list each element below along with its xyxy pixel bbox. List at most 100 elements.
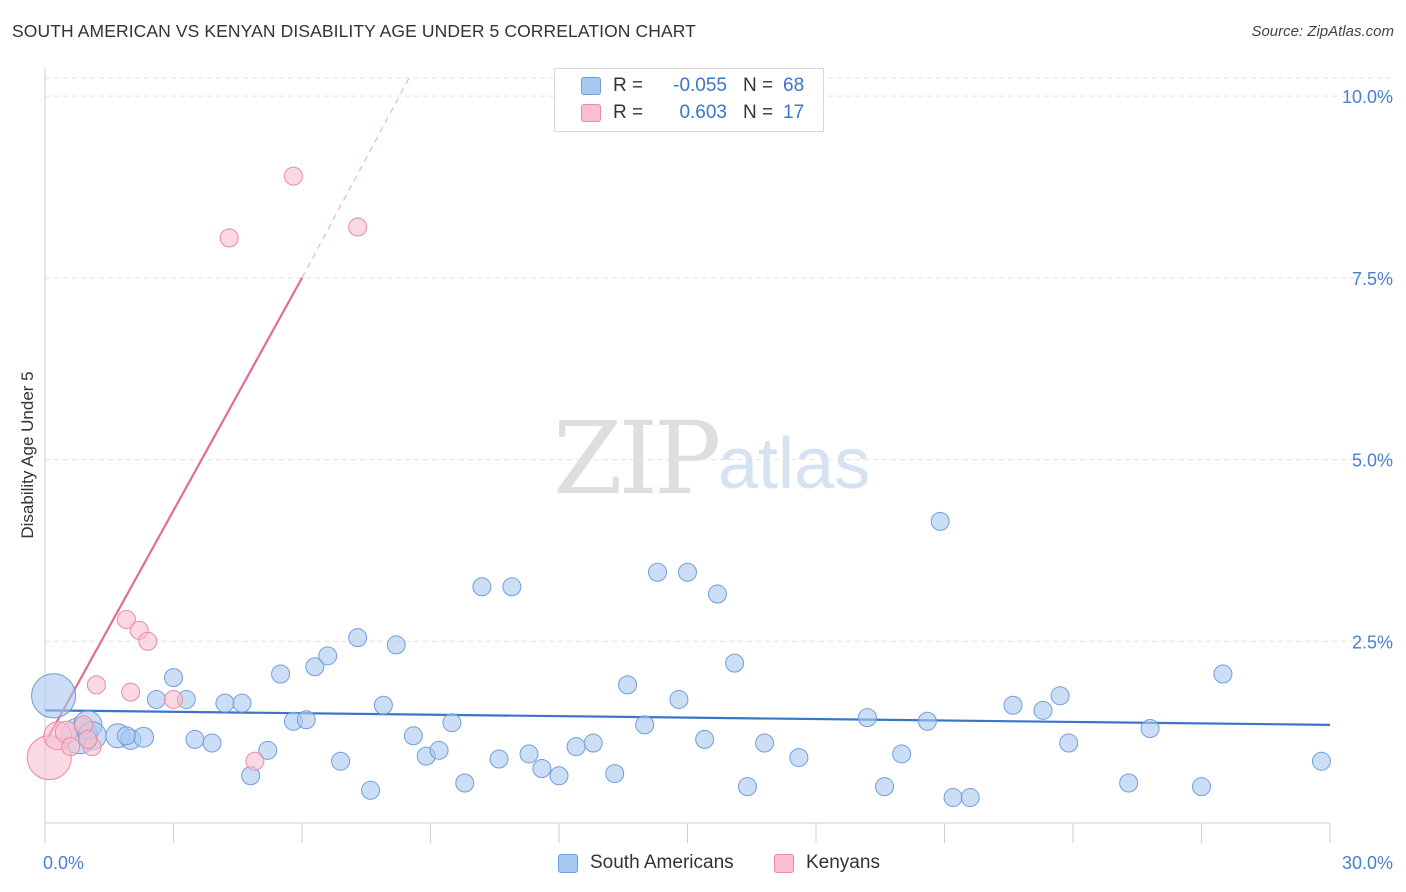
legend-n-label: N = — [743, 75, 774, 96]
point-kenyans — [245, 751, 265, 771]
source-label: Source: ZipAtlas.com — [1251, 23, 1394, 40]
point-kenyans — [138, 631, 158, 651]
series-legend: South Americans Kenyans — [0, 852, 1406, 878]
point-south-americans — [164, 668, 183, 688]
point-south-americans — [489, 749, 509, 769]
point-south-americans — [403, 726, 423, 746]
trend-lines — [44, 77, 1331, 744]
point-south-americans — [648, 562, 668, 582]
point-kenyans — [61, 737, 81, 757]
point-south-americans — [1003, 695, 1023, 715]
legend-label: South Americans — [590, 852, 734, 873]
point-south-americans — [348, 628, 368, 648]
point-south-americans — [133, 726, 155, 748]
point-south-americans — [549, 766, 569, 786]
point-south-americans — [930, 511, 950, 531]
point-south-americans — [258, 740, 278, 760]
trend-line-kenyans — [44, 277, 303, 744]
legend-r-label: R = — [613, 75, 644, 96]
point-kenyans — [78, 729, 98, 749]
point-south-americans — [146, 689, 166, 709]
point-kenyans — [86, 675, 106, 695]
point-south-americans — [532, 758, 552, 778]
x-tick-label-min: 0.0% — [43, 853, 84, 873]
point-south-americans — [429, 740, 449, 760]
point-south-americans — [943, 788, 963, 808]
point-south-americans — [960, 788, 980, 808]
point-south-americans — [635, 715, 655, 735]
legend-row-kenyans: R = 0.603 N = 17 — [581, 100, 804, 126]
point-south-americans — [1033, 700, 1053, 720]
point-south-americans — [116, 726, 136, 746]
chart-title: SOUTH AMERICAN VS KENYAN DISABILITY AGE … — [12, 21, 696, 41]
legend-n-value: 68 — [783, 75, 805, 96]
point-south-americans — [386, 635, 406, 655]
point-south-americans — [215, 693, 235, 713]
legend-label: Kenyans — [806, 852, 880, 873]
point-south-americans — [1050, 686, 1070, 706]
point-south-americans — [202, 733, 222, 753]
point-south-americans — [271, 664, 291, 684]
point-south-americans — [605, 764, 625, 784]
trend-line-south-americans — [44, 709, 1331, 726]
watermark-atlas: atlas — [718, 424, 871, 504]
watermark-zip: ZIP — [553, 400, 721, 517]
legend-item-kenyans[interactable]: Kenyans — [774, 852, 880, 874]
point-south-americans — [695, 729, 715, 749]
point-south-americans — [318, 646, 338, 666]
point-south-americans — [232, 693, 252, 713]
point-south-americans — [917, 711, 937, 731]
point-south-americans — [1311, 751, 1331, 771]
point-south-americans — [185, 729, 205, 749]
data-points — [26, 166, 1331, 808]
point-kenyans — [164, 689, 183, 709]
point-south-americans — [725, 653, 745, 673]
legend-r-label: R = — [613, 102, 644, 123]
y-tick-label: 7.5% — [1352, 269, 1393, 289]
point-south-americans — [737, 777, 757, 797]
point-south-americans — [1119, 773, 1139, 793]
y-tick-label: 10.0% — [1342, 87, 1393, 107]
point-south-americans — [618, 675, 638, 695]
point-south-americans — [857, 708, 877, 728]
legend-swatch-kenyans — [774, 853, 794, 873]
point-south-americans — [455, 773, 475, 793]
point-south-americans — [583, 733, 603, 753]
point-south-americans — [789, 748, 809, 768]
point-south-americans — [361, 780, 381, 800]
grid-lines — [45, 77, 1392, 642]
axis-labels: 2.5% 5.0% 7.5% 10.0% 0.0% 30.0% Disability Age… — [18, 87, 1393, 873]
legend-row-south-americans: R = -0.055 N = 68 — [581, 73, 804, 99]
y-axis-label: Disability Age Under 5 — [18, 371, 37, 538]
point-south-americans — [519, 744, 539, 764]
y-tick-label: 2.5% — [1352, 632, 1393, 652]
point-south-americans — [678, 562, 697, 582]
legend-r-value: -0.055 — [673, 75, 727, 96]
point-south-americans — [1213, 664, 1233, 684]
point-south-americans — [669, 689, 689, 709]
axes — [44, 68, 1331, 843]
legend-r-value: 0.603 — [679, 102, 727, 123]
legend-swatch-south-americans — [558, 853, 578, 873]
point-south-americans — [442, 713, 462, 733]
trend-line-kenyans — [301, 77, 410, 279]
y-tick-label: 5.0% — [1352, 451, 1393, 471]
point-south-americans — [31, 673, 77, 719]
point-south-americans — [296, 710, 316, 730]
point-kenyans — [116, 609, 136, 629]
point-south-americans — [755, 733, 775, 753]
legend-item-south-americans[interactable]: South Americans — [558, 852, 734, 874]
legend-n-value: 17 — [783, 102, 805, 123]
point-south-americans — [502, 577, 522, 597]
point-kenyans — [348, 217, 368, 237]
point-south-americans — [875, 777, 895, 797]
correlation-legend: R = -0.055 N = 68 R = 0.603 N = 17 — [554, 68, 824, 132]
point-south-americans — [707, 584, 727, 604]
point-kenyans — [283, 166, 303, 186]
point-south-americans — [1059, 733, 1079, 753]
legend-n-label: N = — [743, 102, 774, 123]
point-south-americans — [305, 657, 325, 677]
point-south-americans — [892, 744, 912, 764]
legend-swatch-kenyans — [581, 104, 601, 122]
